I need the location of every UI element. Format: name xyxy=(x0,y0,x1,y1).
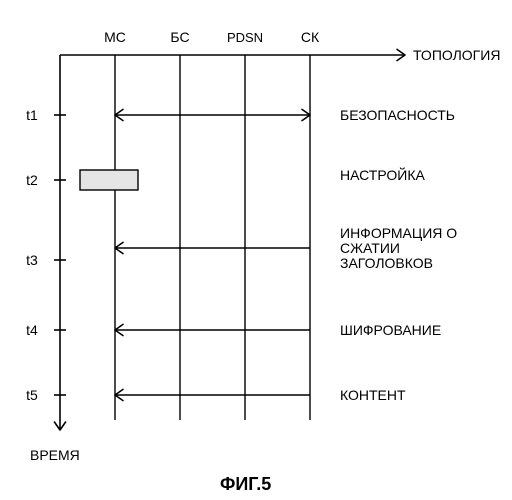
time-tick-label-t1: t1 xyxy=(26,107,38,123)
column-label-bc: БС xyxy=(170,29,189,45)
event-security: БЕЗОПАСНОСТЬ xyxy=(115,107,455,123)
event-label-encryption: ШИФРОВАНИЕ xyxy=(340,322,441,338)
event-label-setup: НАСТРОЙКА xyxy=(340,166,425,183)
x-axis-label: ТОПОЛОГИЯ xyxy=(413,47,500,63)
y-axis-label: ВРЕМЯ xyxy=(30,447,80,463)
column-label-ck: СК xyxy=(301,29,320,45)
event-box-setup xyxy=(80,170,138,190)
event-label-security: БЕЗОПАСНОСТЬ xyxy=(340,107,455,123)
column-label-mc: МС xyxy=(104,29,126,45)
event-encryption: ШИФРОВАНИЕ xyxy=(115,322,441,338)
event-label-hdrcomp-2: ЗАГОЛОВКОВ xyxy=(340,255,433,271)
figure-caption: ФИГ.5 xyxy=(220,474,271,494)
event-hdrcomp: ИНФОРМАЦИЯ ОСЖАТИИЗАГОЛОВКОВ xyxy=(115,225,457,271)
time-tick-label-t4: t4 xyxy=(26,322,38,338)
event-label-hdrcomp-0: ИНФОРМАЦИЯ О xyxy=(340,225,457,241)
time-tick-label-t2: t2 xyxy=(26,172,38,188)
columns: МС БС PDSN СК xyxy=(104,29,320,420)
event-setup: НАСТРОЙКА xyxy=(80,166,425,190)
time-tick-label-t3: t3 xyxy=(26,252,38,268)
event-label-hdrcomp-1: СЖАТИИ xyxy=(340,240,400,256)
event-label-content: КОНТЕНТ xyxy=(340,387,406,403)
events: БЕЗОПАСНОСТЬ НАСТРОЙКА ИНФОРМАЦИЯ ОСЖАТИИЗ… xyxy=(80,107,457,403)
column-label-pdsn: PDSN xyxy=(227,30,263,45)
event-content: КОНТЕНТ xyxy=(115,387,406,403)
time-tick-label-t5: t5 xyxy=(26,387,38,403)
